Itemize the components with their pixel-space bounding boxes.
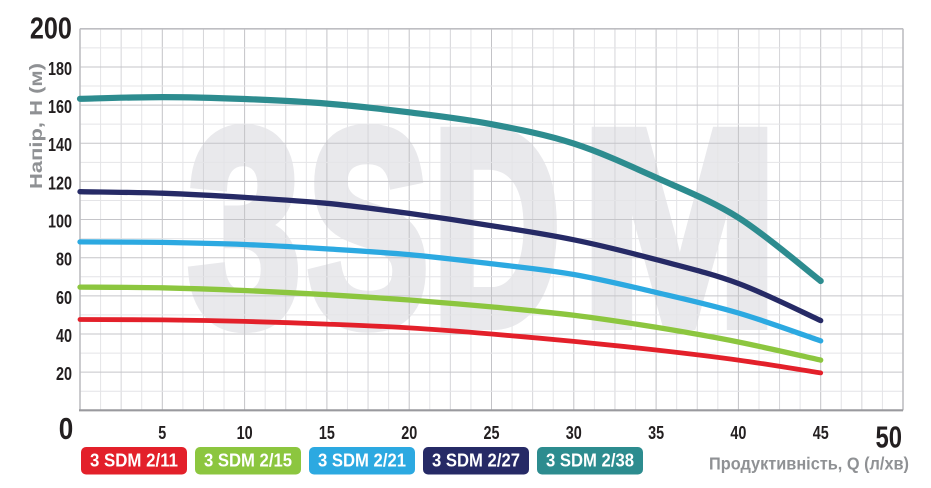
svg-text:120: 120	[48, 172, 72, 193]
svg-text:3 SDM 2/21: 3 SDM 2/21	[318, 451, 406, 471]
svg-text:30: 30	[566, 422, 582, 443]
svg-text:50: 50	[876, 419, 903, 454]
svg-text:3 SDM 2/38: 3 SDM 2/38	[546, 451, 634, 471]
svg-text:60: 60	[56, 287, 72, 308]
svg-text:40: 40	[56, 325, 72, 346]
svg-text:5: 5	[158, 422, 166, 443]
svg-text:Продуктивність, Q (л/хв): Продуктивність, Q (л/хв)	[709, 454, 909, 474]
svg-text:25: 25	[484, 422, 500, 443]
svg-text:80: 80	[56, 249, 72, 270]
svg-text:35: 35	[648, 422, 664, 443]
svg-text:3 SDM 2/11: 3 SDM 2/11	[90, 451, 178, 471]
svg-text:3 SDM 2/15: 3 SDM 2/15	[204, 451, 292, 471]
svg-text:3 SDM 2/27: 3 SDM 2/27	[432, 451, 520, 471]
svg-text:45: 45	[813, 422, 829, 443]
svg-text:Напір, H (м): Напір, H (м)	[26, 63, 46, 189]
svg-text:40: 40	[730, 422, 746, 443]
svg-text:15: 15	[319, 422, 335, 443]
svg-text:100: 100	[48, 211, 72, 232]
svg-text:10: 10	[237, 422, 253, 443]
svg-text:20: 20	[56, 363, 72, 384]
svg-text:0: 0	[59, 411, 74, 446]
svg-text:20: 20	[401, 422, 417, 443]
svg-text:200: 200	[30, 10, 72, 45]
svg-text:160: 160	[48, 96, 72, 117]
svg-text:140: 140	[48, 134, 72, 155]
svg-text:180: 180	[48, 58, 72, 79]
